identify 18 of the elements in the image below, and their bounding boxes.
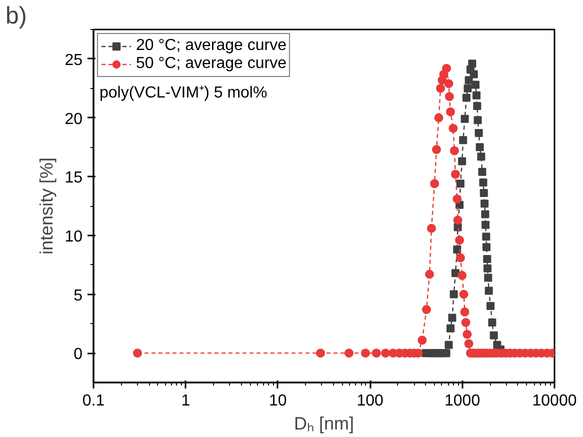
y-tick-label: 5: [74, 287, 83, 304]
text: b): [6, 2, 27, 30]
x-tick-label: 10: [269, 392, 287, 410]
x-axis-title: Dₕ [nm]: [294, 414, 354, 434]
legend-label: 50 °C; average curve: [136, 55, 286, 73]
x-tick-label: 1000: [444, 392, 480, 410]
y-tick-label: 25: [64, 52, 83, 69]
y-tick-label: 10: [64, 228, 83, 246]
y-axis-title: intensity [%]: [36, 157, 57, 255]
x-tick-label: 1: [181, 392, 190, 410]
y-tick-label: 0: [74, 346, 83, 364]
y-tick-label: 20: [64, 110, 83, 128]
x-tick-label: 10000: [532, 392, 577, 410]
x-tick-label: 0.1: [82, 392, 105, 410]
legend-label: 20 °C; average curve: [136, 37, 286, 55]
y-tick-label: 15: [64, 170, 83, 187]
x-tick-label: 100: [356, 392, 384, 410]
annotation: poly(VCL-VIM⁺) 5 mol%: [100, 84, 268, 102]
